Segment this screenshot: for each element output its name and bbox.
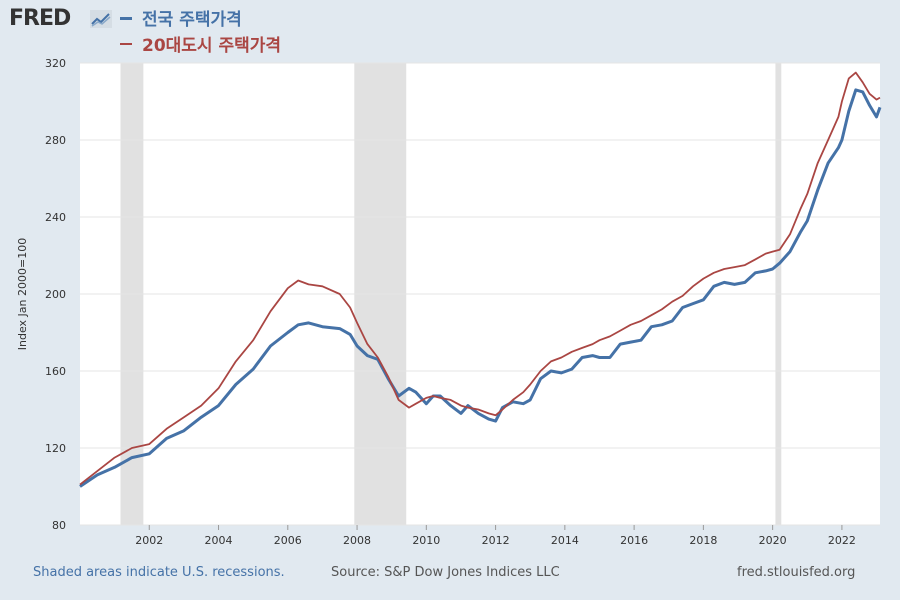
- recession-note: Shaded areas indicate U.S. recessions.: [33, 565, 285, 580]
- x-tick-label: 2018: [689, 534, 717, 547]
- x-tick-label: 2012: [482, 534, 510, 547]
- y-tick-label: 240: [45, 211, 66, 224]
- y-tick-label: 160: [45, 365, 66, 378]
- legend-item-series-1[interactable]: 전국 주택가격: [120, 5, 242, 30]
- legend-label-series-2: 20대도시 주택가격: [142, 36, 282, 56]
- x-tick-label: 2016: [620, 534, 648, 547]
- y-axis-label: Index Jan 2000=100: [16, 238, 29, 350]
- x-tick-label: 2014: [551, 534, 579, 547]
- fred-logo[interactable]: FRED: [9, 6, 71, 31]
- x-tick-label: 2020: [759, 534, 787, 547]
- x-tick-label: 2008: [343, 534, 371, 547]
- site-link[interactable]: fred.stlouisfed.org: [737, 565, 856, 580]
- legend-item-series-2[interactable]: 20대도시 주택가격: [120, 31, 281, 56]
- x-tick-label: 2022: [828, 534, 856, 547]
- line-chart: 80 120 160 200 240 280 320 2002 2004 2006 2008 201…: [16, 57, 882, 547]
- y-tick-label: 120: [45, 442, 66, 455]
- legend-swatch-series-1: [120, 16, 132, 20]
- trend-chart-icon: [90, 10, 112, 28]
- y-tick-label: 200: [45, 288, 66, 301]
- series-line-2[interactable]: [79, 71, 881, 486]
- y-tick-label: 280: [45, 134, 66, 147]
- legend-label-series-1: 전국 주택가격: [142, 10, 242, 30]
- x-tick-label: 2004: [205, 534, 233, 547]
- y-tick-label: 80: [52, 519, 66, 532]
- series-line-1[interactable]: [79, 88, 882, 488]
- source-text: Source: S&P Dow Jones Indices LLC: [331, 565, 560, 580]
- y-tick-label: 320: [45, 57, 66, 70]
- x-tick-label: 2010: [412, 534, 440, 547]
- legend-swatch-series-2: [120, 43, 132, 45]
- x-tick-label: 2006: [274, 534, 302, 547]
- x-tick-label: 2002: [135, 534, 163, 547]
